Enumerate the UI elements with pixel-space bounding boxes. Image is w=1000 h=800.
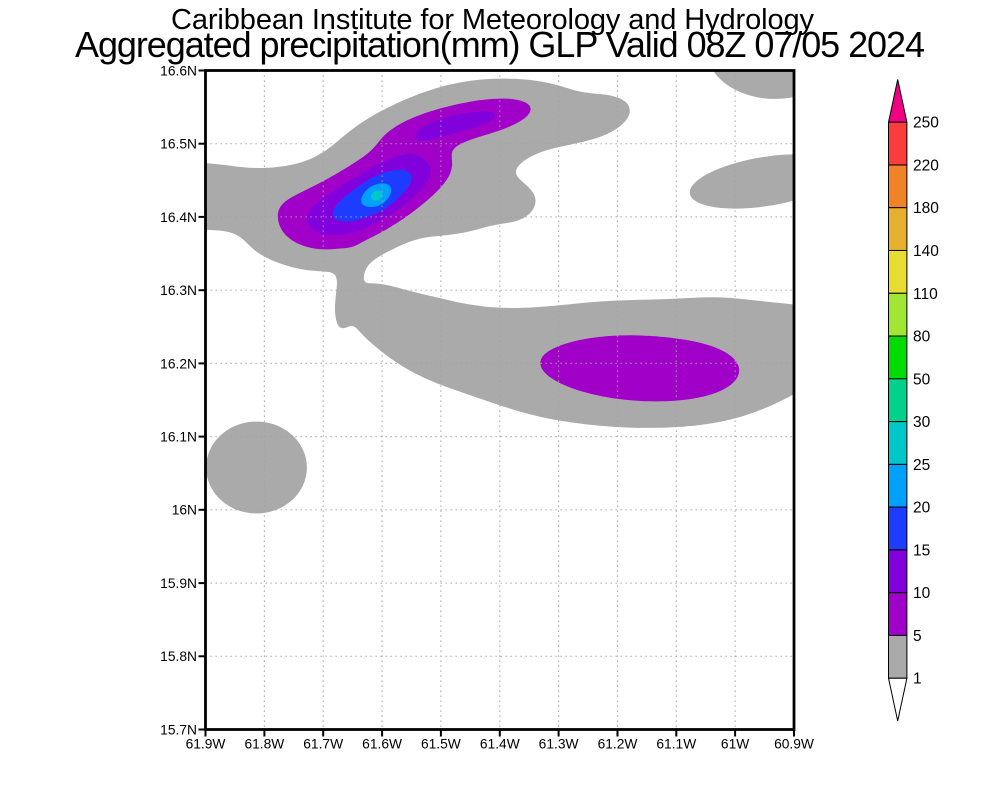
svg-text:16.4N: 16.4N bbox=[160, 210, 197, 225]
svg-text:140: 140 bbox=[913, 243, 939, 260]
svg-text:61W: 61W bbox=[721, 737, 749, 752]
svg-text:61.1W: 61.1W bbox=[656, 737, 696, 752]
svg-text:61.9W: 61.9W bbox=[186, 737, 226, 752]
svg-text:61.6W: 61.6W bbox=[362, 737, 402, 752]
svg-text:110: 110 bbox=[913, 286, 938, 303]
svg-text:220: 220 bbox=[913, 158, 939, 175]
svg-text:61.4W: 61.4W bbox=[480, 737, 520, 752]
svg-text:16.5N: 16.5N bbox=[160, 137, 197, 152]
svg-text:16.6N: 16.6N bbox=[160, 63, 197, 78]
svg-text:61.8W: 61.8W bbox=[244, 737, 284, 752]
svg-text:16.1N: 16.1N bbox=[160, 430, 197, 445]
svg-text:15.8N: 15.8N bbox=[160, 649, 197, 664]
svg-text:Caribbean Institute for Meteor: Caribbean Institute for Meteorology and … bbox=[171, 4, 815, 36]
svg-text:61.3W: 61.3W bbox=[539, 737, 579, 752]
svg-text:250: 250 bbox=[913, 115, 939, 132]
svg-text:61.5W: 61.5W bbox=[421, 737, 461, 752]
svg-text:10: 10 bbox=[913, 585, 931, 602]
svg-text:1: 1 bbox=[913, 671, 922, 688]
svg-text:16.3N: 16.3N bbox=[160, 283, 197, 298]
svg-text:25: 25 bbox=[913, 457, 930, 474]
svg-text:16.2N: 16.2N bbox=[160, 356, 197, 371]
svg-text:16N: 16N bbox=[172, 503, 197, 518]
svg-text:180: 180 bbox=[913, 200, 939, 217]
svg-text:80: 80 bbox=[913, 329, 931, 346]
svg-text:61.2W: 61.2W bbox=[598, 737, 638, 752]
svg-text:50: 50 bbox=[913, 371, 931, 388]
svg-text:30: 30 bbox=[913, 414, 931, 431]
svg-text:60.9W: 60.9W bbox=[774, 737, 814, 752]
svg-text:20: 20 bbox=[913, 500, 931, 517]
svg-text:15.9N: 15.9N bbox=[160, 576, 197, 591]
svg-text:5: 5 bbox=[913, 628, 922, 645]
svg-text:61.7W: 61.7W bbox=[303, 737, 343, 752]
svg-text:15.7N: 15.7N bbox=[160, 722, 197, 737]
svg-text:15: 15 bbox=[913, 542, 930, 559]
svg-text:Aggregated precipitation(mm) G: Aggregated precipitation(mm) GLP Valid 0… bbox=[75, 24, 925, 65]
